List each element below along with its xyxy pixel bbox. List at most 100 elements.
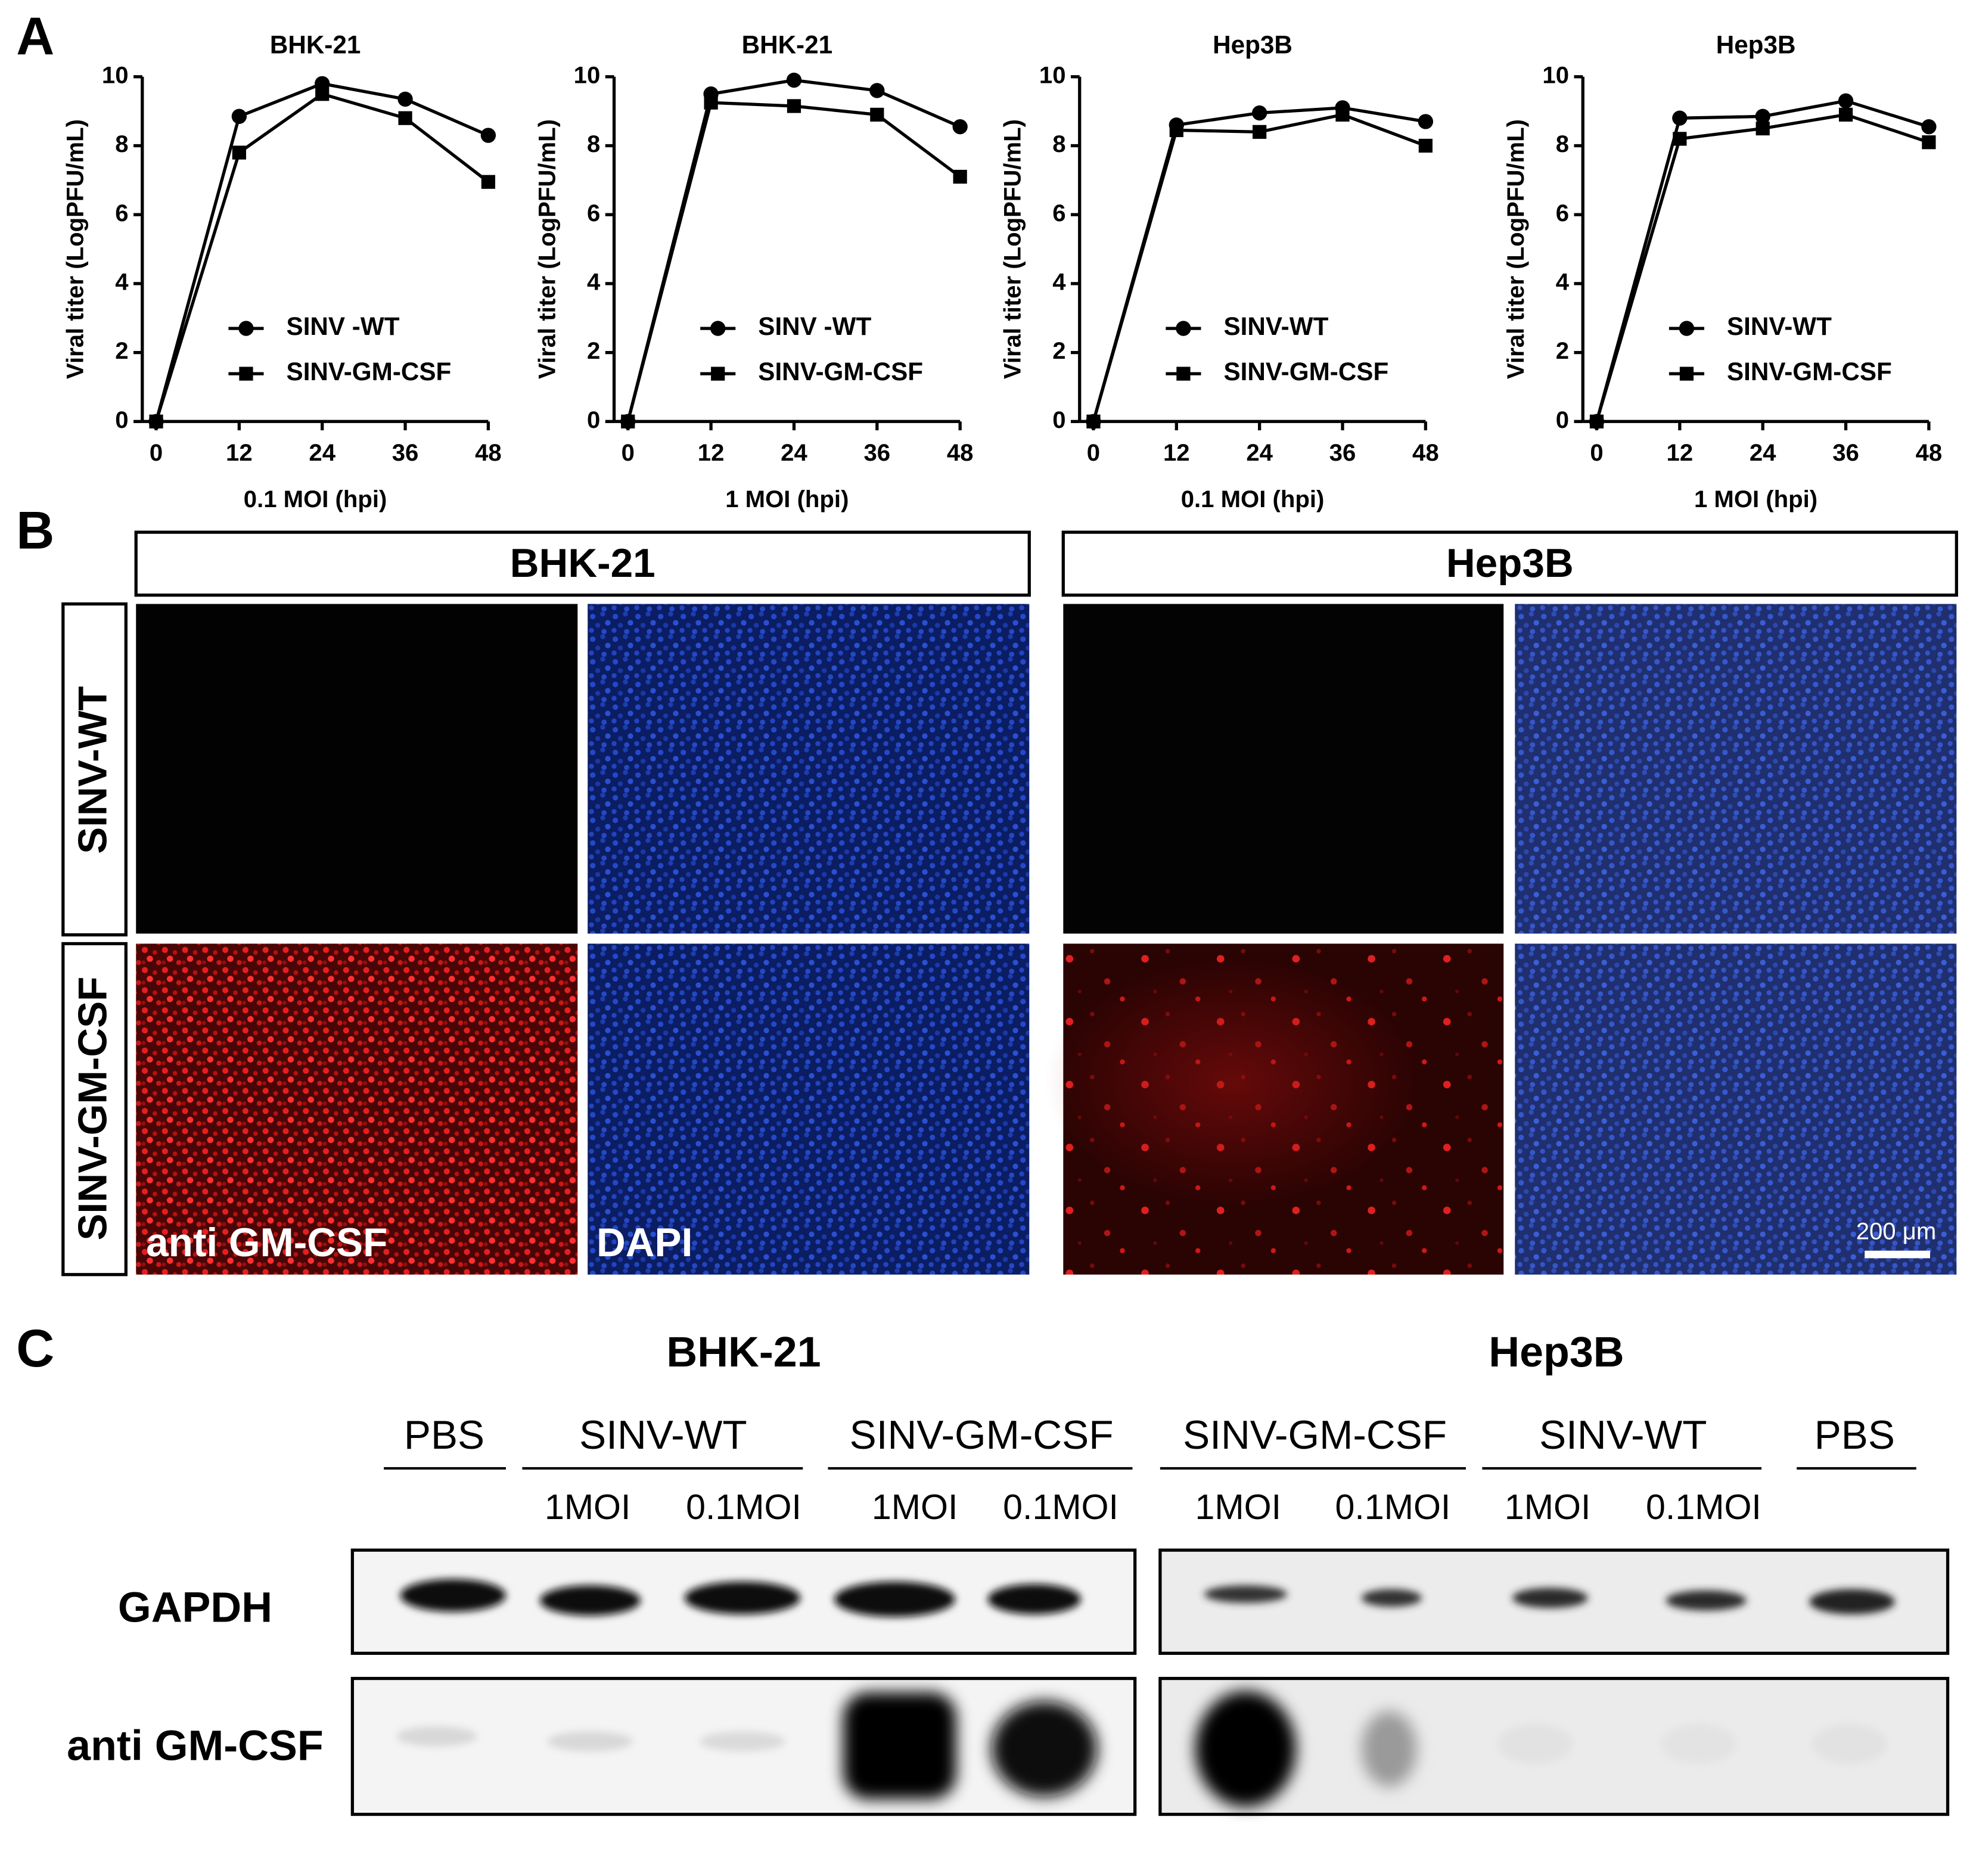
data-point bbox=[1673, 132, 1687, 146]
y-tick-label: 8 bbox=[1052, 131, 1065, 157]
band bbox=[1195, 1691, 1296, 1807]
x-tick-label: 36 bbox=[392, 440, 419, 466]
band bbox=[1812, 1723, 1888, 1765]
chart-title: Hep3B bbox=[1213, 30, 1292, 58]
condition-label: SINV-WT bbox=[1539, 1413, 1707, 1458]
micrograph bbox=[1515, 943, 1957, 1275]
x-tick-label: 48 bbox=[1916, 440, 1943, 466]
y-tick-label: 8 bbox=[587, 131, 600, 157]
x-tick-label: 24 bbox=[1750, 440, 1776, 466]
column-header: BHK-21 bbox=[510, 541, 655, 586]
x-tick-label: 0 bbox=[622, 440, 635, 466]
y-tick-label: 2 bbox=[1556, 338, 1569, 364]
band bbox=[1661, 1723, 1736, 1765]
x-tick-label: 48 bbox=[475, 440, 502, 466]
row-header-box bbox=[61, 602, 128, 937]
dose-label: 0.1MOI bbox=[1646, 1487, 1761, 1527]
blot-title: Hep3B bbox=[1489, 1328, 1624, 1376]
data-point bbox=[1921, 119, 1937, 135]
row-header: SINV-WT bbox=[71, 686, 116, 853]
scale-bar-label: 200 μm bbox=[1856, 1219, 1937, 1245]
data-point bbox=[398, 111, 412, 125]
x-axis-label: 0.1 MOI (hpi) bbox=[1181, 486, 1325, 513]
data-point bbox=[1169, 123, 1183, 138]
y-axis-label: Viral titer (LogPFU/mL) bbox=[1000, 119, 1026, 379]
y-axis-label: Viral titer (LogPFU/mL) bbox=[63, 119, 89, 379]
legend-label: SINV-WT bbox=[1223, 312, 1328, 340]
condition-label: SINV-WT bbox=[579, 1413, 747, 1458]
y-tick-label: 10 bbox=[1542, 62, 1569, 88]
data-point bbox=[1253, 125, 1267, 139]
y-tick-label: 0 bbox=[587, 407, 600, 433]
micrograph bbox=[136, 943, 578, 1275]
x-tick-label: 12 bbox=[226, 440, 253, 466]
micrograph bbox=[588, 604, 1030, 934]
dose-label: 1MOI bbox=[872, 1487, 958, 1527]
y-tick-label: 2 bbox=[587, 338, 600, 364]
data-point bbox=[1838, 107, 1853, 122]
band bbox=[1361, 1711, 1417, 1787]
blot-row-label: GAPDH bbox=[118, 1583, 272, 1631]
data-point bbox=[1418, 138, 1433, 153]
legend-label: SINV -WT bbox=[287, 312, 400, 340]
dose-label: 1MOI bbox=[1195, 1487, 1282, 1527]
band bbox=[396, 1726, 477, 1747]
dose-label: 1MOI bbox=[545, 1487, 631, 1527]
y-tick-label: 0 bbox=[1556, 407, 1569, 433]
legend-marker bbox=[239, 366, 253, 381]
x-tick-label: 48 bbox=[1412, 440, 1439, 466]
panel-label: B bbox=[16, 501, 54, 560]
legend-label: SINV-GM-CSF bbox=[1223, 358, 1388, 386]
x-tick-label: 48 bbox=[947, 440, 974, 466]
line-charts: BHK-21 Viral titer (LogPFU/mL) 0.1 MOI (hp… bbox=[63, 30, 1943, 513]
band bbox=[1361, 1589, 1422, 1607]
data-point bbox=[232, 145, 246, 160]
band bbox=[843, 1692, 956, 1800]
legend-marker bbox=[711, 366, 725, 381]
data-point bbox=[1755, 121, 1770, 136]
legend-marker bbox=[1176, 366, 1191, 381]
scale-bar bbox=[1865, 1250, 1931, 1259]
data-point bbox=[704, 95, 718, 110]
x-tick-label: 36 bbox=[1832, 440, 1859, 466]
band bbox=[1512, 1588, 1588, 1608]
band bbox=[1666, 1590, 1747, 1611]
y-tick-label: 6 bbox=[1556, 200, 1569, 226]
y-tick-label: 10 bbox=[1039, 62, 1066, 88]
data-point bbox=[1418, 114, 1434, 129]
x-tick-label: 12 bbox=[1163, 440, 1190, 466]
legend-label: SINV-GM-CSF bbox=[287, 358, 452, 386]
data-point bbox=[1086, 414, 1101, 428]
condition-label: PBS bbox=[404, 1413, 484, 1458]
band bbox=[1809, 1589, 1895, 1614]
data-point bbox=[869, 83, 885, 98]
row-header-box bbox=[61, 942, 128, 1276]
band bbox=[834, 1581, 955, 1617]
data-point bbox=[481, 175, 496, 189]
y-axis-label: Viral titer (LogPFU/mL) bbox=[1503, 119, 1529, 379]
band bbox=[539, 1585, 641, 1616]
band bbox=[987, 1584, 1081, 1614]
band bbox=[400, 1579, 506, 1612]
legend-marker bbox=[1176, 321, 1191, 336]
y-tick-label: 6 bbox=[587, 200, 600, 226]
blot-title: BHK-21 bbox=[666, 1328, 821, 1376]
y-tick-label: 2 bbox=[1052, 338, 1065, 364]
chart-title: BHK-21 bbox=[742, 30, 833, 58]
data-point bbox=[397, 91, 413, 107]
y-tick-label: 0 bbox=[115, 407, 128, 433]
y-tick-label: 8 bbox=[115, 131, 128, 157]
data-point bbox=[1922, 135, 1936, 150]
blot-bands bbox=[396, 1579, 1895, 1765]
chart-title: BHK-21 bbox=[270, 30, 361, 58]
x-tick-label: 24 bbox=[781, 440, 807, 466]
data-point bbox=[621, 414, 635, 428]
legend-label: SINV-GM-CSF bbox=[758, 358, 923, 386]
data-point bbox=[870, 107, 884, 122]
y-tick-label: 10 bbox=[574, 62, 601, 88]
condition-label: SINV-GM-CSF bbox=[1183, 1413, 1447, 1458]
y-tick-label: 6 bbox=[115, 200, 128, 226]
data-point bbox=[786, 72, 802, 88]
